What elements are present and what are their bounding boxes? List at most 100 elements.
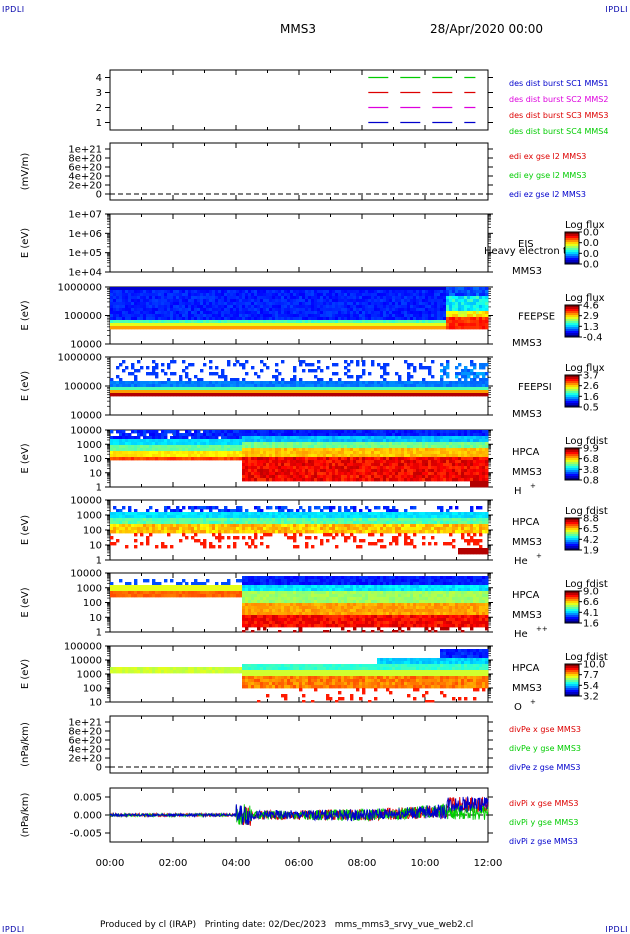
heat-cell [185, 390, 189, 394]
heat-cell [410, 451, 414, 455]
heat-cell [254, 305, 258, 309]
heat-cell [167, 314, 171, 318]
heat-cell [446, 287, 450, 291]
heat-cell [350, 433, 354, 437]
heat-cell [347, 463, 351, 467]
heat-cell [269, 469, 273, 473]
heat-cell [374, 381, 378, 385]
heat-cell [383, 314, 387, 318]
heat-cell [134, 290, 138, 294]
heat-cell [185, 302, 189, 306]
heat-cell [401, 469, 405, 473]
heat-cell [251, 326, 255, 330]
heat-cell [257, 387, 261, 391]
heat-cell [482, 375, 486, 379]
heat-cell [416, 478, 420, 482]
heat-cell [263, 451, 267, 455]
heat-cell [188, 305, 192, 309]
heat-cell [443, 317, 447, 321]
heat-cell [386, 463, 390, 467]
heat-cell [419, 390, 423, 394]
heat-cell [158, 299, 162, 303]
heat-cell [209, 393, 213, 397]
heat-cell [449, 326, 453, 330]
heat-cell [245, 287, 249, 291]
heat-cell [194, 433, 198, 437]
heat-cell [257, 293, 261, 297]
heat-cell [206, 296, 210, 300]
heat-cell [197, 454, 201, 458]
heat-cell [257, 472, 261, 476]
heat-cell [152, 323, 156, 327]
heat-cell [341, 445, 345, 449]
heat-cell [353, 460, 357, 464]
heat-cell [269, 463, 273, 467]
heat-cell [146, 314, 150, 318]
heat-cell [119, 433, 123, 437]
heat-cell [158, 439, 162, 443]
heat-cell [356, 375, 360, 379]
heat-cell [305, 320, 309, 324]
heat-cell [176, 323, 180, 327]
heat-cell [338, 457, 342, 461]
heat-cell [422, 472, 426, 476]
heat-cell [254, 314, 258, 318]
heat-cell [218, 433, 222, 437]
heat-cell [326, 433, 330, 437]
heat-cell [329, 326, 333, 330]
heat-cell [377, 466, 381, 470]
heat-cell [461, 320, 465, 324]
heat-cell [215, 381, 219, 385]
heat-cell [311, 381, 315, 385]
heat-cell [149, 439, 153, 443]
heat-cell [371, 363, 375, 367]
heat-cell [200, 436, 204, 440]
heat-cell [386, 448, 390, 452]
heat-cell [233, 308, 237, 312]
heat-cell [140, 299, 144, 303]
heat-cell [422, 439, 426, 443]
heat-cell [194, 308, 198, 312]
heat-cell [257, 469, 261, 473]
y-axis-label: E (eV) [20, 659, 31, 689]
heat-cell [137, 381, 141, 385]
heat-cell [344, 460, 348, 464]
heat-cell [353, 323, 357, 327]
heat-cell [485, 305, 489, 309]
heat-cell [251, 472, 255, 476]
heat-cell [164, 393, 168, 397]
heat-cell [461, 299, 465, 303]
heat-cell [314, 448, 318, 452]
heat-cell [308, 451, 312, 455]
heat-cell [434, 393, 438, 397]
heat-cell [233, 311, 237, 315]
heat-cell [299, 387, 303, 391]
heat-cell [350, 308, 354, 312]
heat-cell [485, 317, 489, 321]
heat-cell [230, 326, 234, 330]
heat-cell [260, 317, 264, 321]
heat-cell [407, 478, 411, 482]
heat-cell [293, 472, 297, 476]
heat-cell [446, 290, 450, 294]
heat-cell [173, 451, 177, 455]
heat-cell [242, 287, 246, 291]
heat-cell [284, 317, 288, 321]
heat-cell [200, 287, 204, 291]
heat-cell [383, 439, 387, 443]
heat-cell [191, 305, 195, 309]
heat-cell [287, 387, 291, 391]
heat-cell [134, 445, 138, 449]
heat-cell [173, 390, 177, 394]
heat-cell [443, 287, 447, 291]
heat-cell [425, 296, 429, 300]
heat-cell [329, 320, 333, 324]
heat-cell [398, 463, 402, 467]
heat-cell [302, 326, 306, 330]
heat-cell [305, 387, 309, 391]
heat-cell [422, 460, 426, 464]
heat-cell [329, 463, 333, 467]
heat-cell [251, 299, 255, 303]
heat-cell [413, 287, 417, 291]
